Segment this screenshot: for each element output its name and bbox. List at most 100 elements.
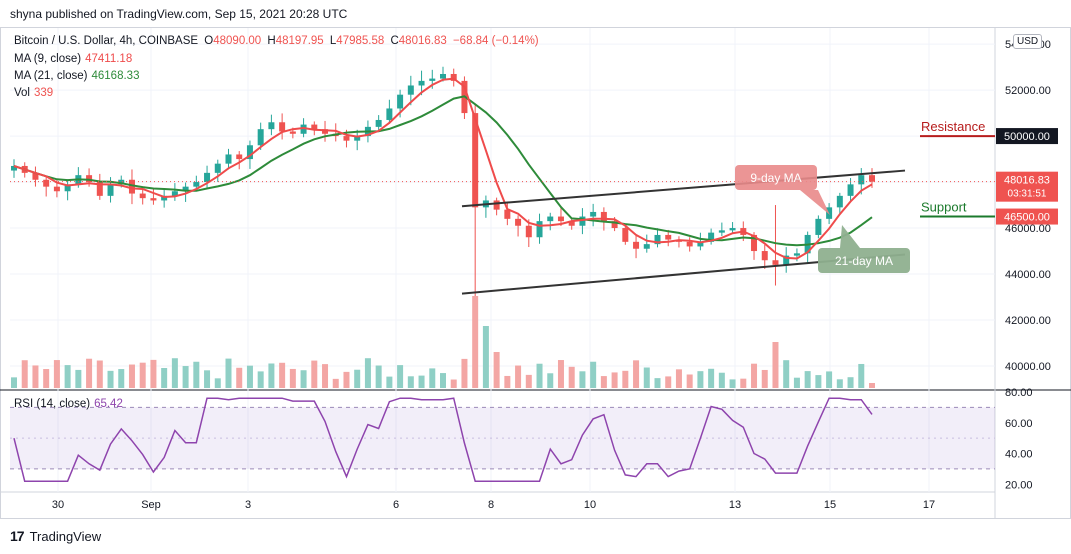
time-tick-label: 30 <box>52 499 64 511</box>
candle-body <box>665 234 672 240</box>
candle-body <box>429 78 436 81</box>
candle-body <box>246 145 253 160</box>
volume-bar <box>139 362 146 388</box>
candle-body <box>300 124 307 134</box>
volume-bar <box>686 374 693 388</box>
footer-brand-label: TradingView <box>29 528 102 544</box>
candle-body <box>504 209 511 219</box>
volume-bar <box>579 371 586 388</box>
candle-body <box>643 244 650 249</box>
volume-bar <box>461 358 468 388</box>
volume-bar <box>96 360 103 388</box>
high-label: H <box>267 35 276 47</box>
rsi-legend: RSI (14, close) 65.42 <box>14 398 123 410</box>
volume-bar <box>515 365 522 388</box>
candle-body <box>150 198 157 201</box>
ma21-callout-label: 21-day MA <box>835 254 893 268</box>
volume-bar <box>643 367 650 388</box>
volume-bar <box>482 326 489 388</box>
volume-bar <box>332 378 339 388</box>
price-tick-label: 44000.00 <box>1005 269 1051 281</box>
ma9-callout <box>735 165 817 190</box>
candle-body <box>654 234 661 245</box>
candle-body <box>869 175 875 182</box>
tradingview-logo-icon: 17 <box>10 528 25 544</box>
price-tick-label: 46000.00 <box>1005 223 1051 235</box>
volume-bar <box>600 376 607 388</box>
volume-bar <box>622 370 629 388</box>
low-value: 47985.58 <box>336 35 385 47</box>
volume-bar <box>536 363 543 388</box>
candle-body <box>815 218 822 235</box>
candle-body <box>858 175 865 185</box>
volume-bar <box>193 361 200 388</box>
candle-body <box>761 251 768 261</box>
volume-bar <box>557 360 564 388</box>
volume-bar <box>161 368 168 388</box>
volume-bar <box>364 358 371 388</box>
volume-bars <box>11 296 875 388</box>
volume-bar <box>547 373 554 388</box>
candle-body <box>525 225 532 238</box>
ma9-callout-label: 9-day MA <box>750 171 801 185</box>
volume-bar <box>21 360 28 388</box>
volume-bar <box>32 365 39 388</box>
volume-bar <box>761 369 768 388</box>
volume-bar <box>718 372 725 388</box>
volume-bar <box>64 365 71 388</box>
volume-bar <box>869 383 875 388</box>
candle-body <box>171 191 178 196</box>
volume-bar <box>343 371 350 388</box>
resistance-label: Resistance <box>921 119 985 134</box>
resistance-badge <box>996 128 1058 145</box>
volume-bar <box>118 369 125 388</box>
ma21-callout <box>818 248 910 273</box>
resistance-badge-label: 50000.00 <box>1004 131 1050 143</box>
price-tick-label: 42000.00 <box>1005 315 1051 327</box>
candle-body <box>257 129 264 146</box>
volume-bar <box>815 375 822 388</box>
candle-body <box>440 73 446 79</box>
high-value: 48197.95 <box>275 35 324 47</box>
candle-body <box>568 221 575 226</box>
volume-bar <box>128 364 135 388</box>
candle-body <box>322 129 329 134</box>
candle-body <box>386 108 393 120</box>
open-label: O <box>204 35 214 47</box>
candle-body <box>493 200 500 210</box>
rsi-tick-label: 20.00 <box>1005 479 1033 491</box>
currency-badge[interactable]: USD <box>1013 34 1043 49</box>
price-tick-label: 52000.00 <box>1005 85 1051 97</box>
volume-bar <box>407 376 414 388</box>
time-tick-label: 6 <box>393 499 399 511</box>
candle-body <box>472 113 479 208</box>
price-tick-label: 40000.00 <box>1005 361 1051 373</box>
volume-bar <box>858 363 865 388</box>
upper-trendline <box>461 169 906 208</box>
candle-body <box>633 241 640 249</box>
candle-body <box>236 154 243 160</box>
candle-body <box>182 186 189 192</box>
low-label: L <box>329 35 337 47</box>
ma21-value: 46168.33 <box>91 70 140 82</box>
rsi-tick-label: 40.00 <box>1005 449 1033 461</box>
volume-bar <box>429 368 436 388</box>
ma21-line <box>13 95 873 247</box>
volume-bar <box>354 369 361 388</box>
volume-bar <box>847 377 854 388</box>
volume-bar <box>375 365 382 388</box>
volume-bar <box>697 371 704 388</box>
time-tick-label: 8 <box>488 499 494 511</box>
rsi-label: RSI (14, close) <box>14 398 91 410</box>
volume-bar <box>772 342 779 388</box>
candle-body <box>139 193 146 199</box>
volume-bar <box>568 366 575 388</box>
volume-bar <box>150 359 157 388</box>
candle-body <box>751 234 758 252</box>
current-price-badge <box>996 171 1058 202</box>
candle-body <box>354 136 361 141</box>
volume-bar <box>708 368 715 388</box>
candle-body <box>793 253 800 256</box>
symbol-legend: Bitcoin / U.S. Dollar, 4h, COINBASE O480… <box>14 35 539 47</box>
